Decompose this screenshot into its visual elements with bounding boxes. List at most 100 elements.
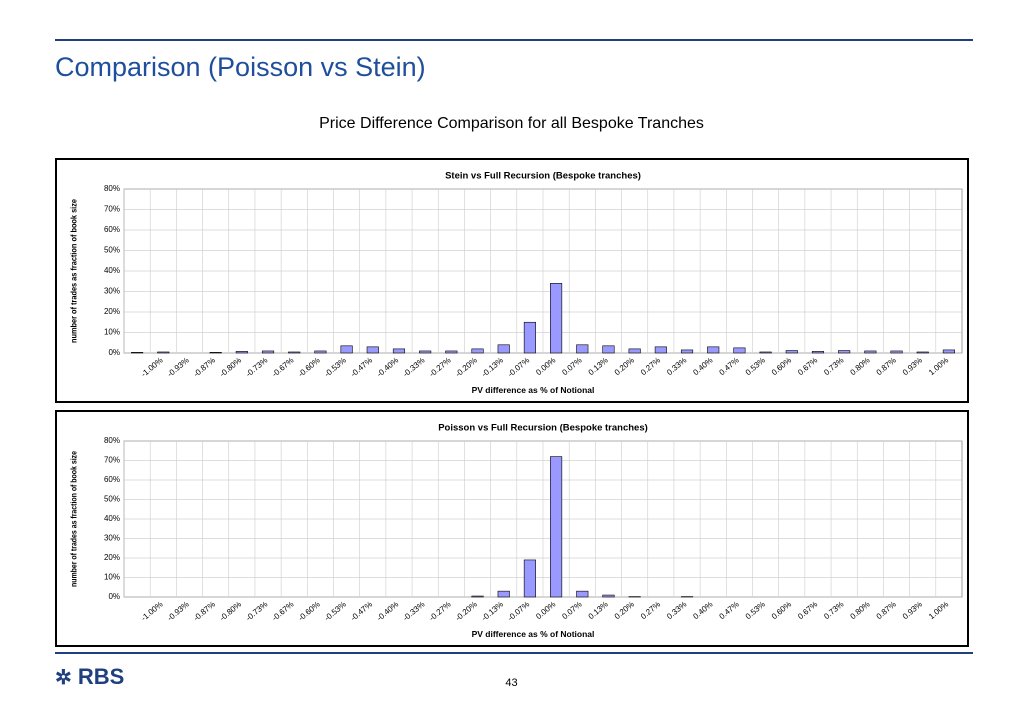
x-tick-label: -0.07% bbox=[506, 600, 531, 623]
y-tick-label: 0% bbox=[108, 348, 120, 357]
x-tick-label: 0.07% bbox=[560, 356, 583, 377]
x-tick-label: -0.60% bbox=[296, 356, 321, 379]
bar bbox=[235, 351, 248, 354]
y-tick-label: 50% bbox=[104, 246, 120, 255]
x-tick-label: 0.53% bbox=[744, 356, 767, 377]
x-tick-label: 0.27% bbox=[639, 356, 662, 377]
bar bbox=[576, 590, 589, 598]
x-tick-label: 0.00% bbox=[534, 356, 557, 377]
x-tick-label: -0.33% bbox=[401, 600, 426, 623]
bar bbox=[523, 559, 536, 598]
bar bbox=[288, 351, 301, 354]
y-tick-label: 60% bbox=[104, 475, 120, 484]
x-tick-label: 0.73% bbox=[822, 600, 845, 621]
bar bbox=[811, 351, 825, 354]
bar bbox=[340, 345, 353, 354]
bar bbox=[916, 351, 929, 354]
bar bbox=[157, 351, 170, 354]
y-tick-label: 40% bbox=[104, 266, 120, 275]
bar bbox=[497, 590, 510, 598]
chart: Stein vs Full Recursion (Bespoke tranche… bbox=[55, 158, 969, 403]
y-axis-label: number of trades as fraction of book siz… bbox=[68, 451, 78, 587]
x-tick-label: -0.87% bbox=[192, 600, 217, 623]
x-tick-label: 0.33% bbox=[665, 600, 688, 621]
slide-title: Comparison (Poisson vs Stein) bbox=[55, 52, 426, 82]
x-tick-label: 0.93% bbox=[901, 356, 924, 377]
x-axis-label: PV difference as % of Notional bbox=[472, 629, 595, 639]
x-tick-label: -0.67% bbox=[270, 600, 295, 623]
bar bbox=[550, 456, 563, 598]
x-tick-label: -0.53% bbox=[323, 356, 348, 379]
y-tick-label: 30% bbox=[104, 534, 120, 543]
chart-title: Poisson vs Full Recursion (Bespoke tranc… bbox=[438, 423, 648, 434]
y-tick-label: 20% bbox=[104, 307, 120, 316]
x-axis-label: PV difference as % of Notional bbox=[472, 385, 595, 395]
bar bbox=[942, 349, 955, 354]
x-tick-label: 0.27% bbox=[639, 600, 662, 621]
bar bbox=[314, 350, 327, 354]
bar bbox=[602, 594, 615, 598]
x-tick-label: 0.40% bbox=[691, 600, 714, 621]
x-tick-label: 0.20% bbox=[613, 356, 636, 377]
x-tick-label: 0.40% bbox=[691, 356, 714, 377]
y-tick-label: 0% bbox=[108, 592, 120, 601]
x-tick-label: 0.13% bbox=[587, 356, 610, 377]
y-tick-label: 70% bbox=[104, 456, 120, 465]
bar bbox=[628, 348, 641, 354]
x-tick-label: -0.67% bbox=[270, 356, 295, 379]
x-tick-label: 1.00% bbox=[927, 356, 950, 377]
x-tick-label: 0.60% bbox=[770, 356, 793, 377]
bar bbox=[759, 351, 772, 354]
x-tick-label: -0.87% bbox=[192, 356, 217, 379]
x-tick-label: -0.80% bbox=[218, 356, 243, 379]
chart-title: Stein vs Full Recursion (Bespoke tranche… bbox=[445, 171, 641, 182]
x-tick-label: -0.27% bbox=[427, 356, 452, 379]
y-tick-label: 60% bbox=[104, 225, 120, 234]
bar bbox=[654, 346, 667, 354]
x-tick-label: 0.33% bbox=[665, 356, 688, 377]
bar bbox=[209, 352, 222, 354]
x-tick-label: 0.73% bbox=[822, 356, 845, 377]
y-tick-label: 30% bbox=[104, 287, 120, 296]
y-tick-label: 10% bbox=[104, 328, 120, 337]
x-tick-label: -0.73% bbox=[244, 600, 269, 623]
x-tick-label: 0.67% bbox=[796, 356, 819, 377]
x-tick-label: -1.00% bbox=[139, 600, 164, 623]
bar bbox=[838, 350, 851, 354]
bar bbox=[131, 352, 144, 354]
x-tick-label: 0.80% bbox=[848, 356, 871, 377]
bar bbox=[445, 350, 458, 354]
x-tick-label: -0.13% bbox=[480, 356, 505, 379]
x-tick-label: 1.00% bbox=[927, 600, 950, 621]
x-tick-label: -0.20% bbox=[454, 600, 479, 623]
x-tick-label: -0.53% bbox=[323, 600, 348, 623]
bar bbox=[261, 350, 275, 354]
x-tick-label: 0.93% bbox=[901, 600, 924, 621]
y-tick-label: 40% bbox=[104, 514, 120, 523]
bar bbox=[471, 595, 484, 598]
x-tick-label: -0.27% bbox=[427, 600, 452, 623]
bar bbox=[733, 347, 746, 354]
x-tick-label: 0.67% bbox=[796, 600, 819, 621]
y-tick-label: 20% bbox=[104, 553, 120, 562]
bar bbox=[576, 344, 589, 354]
x-tick-label: 0.00% bbox=[534, 600, 557, 621]
x-tick-label: -1.00% bbox=[139, 356, 164, 379]
top-rule bbox=[55, 39, 973, 41]
x-tick-label: -0.07% bbox=[506, 356, 531, 379]
bar bbox=[864, 350, 877, 354]
y-tick-label: 80% bbox=[104, 184, 120, 193]
x-tick-label: 0.80% bbox=[848, 600, 871, 621]
x-tick-label: 0.60% bbox=[770, 600, 793, 621]
bar bbox=[890, 350, 903, 354]
bar bbox=[392, 348, 406, 354]
y-axis-label: number of trades as fraction of book siz… bbox=[68, 199, 78, 343]
bar bbox=[366, 346, 379, 354]
bar bbox=[419, 350, 432, 354]
y-tick-label: 50% bbox=[104, 495, 120, 504]
bar bbox=[550, 283, 563, 354]
x-tick-label: 0.53% bbox=[744, 600, 767, 621]
page-number: 43 bbox=[505, 677, 518, 689]
x-tick-label: -0.47% bbox=[349, 600, 374, 623]
